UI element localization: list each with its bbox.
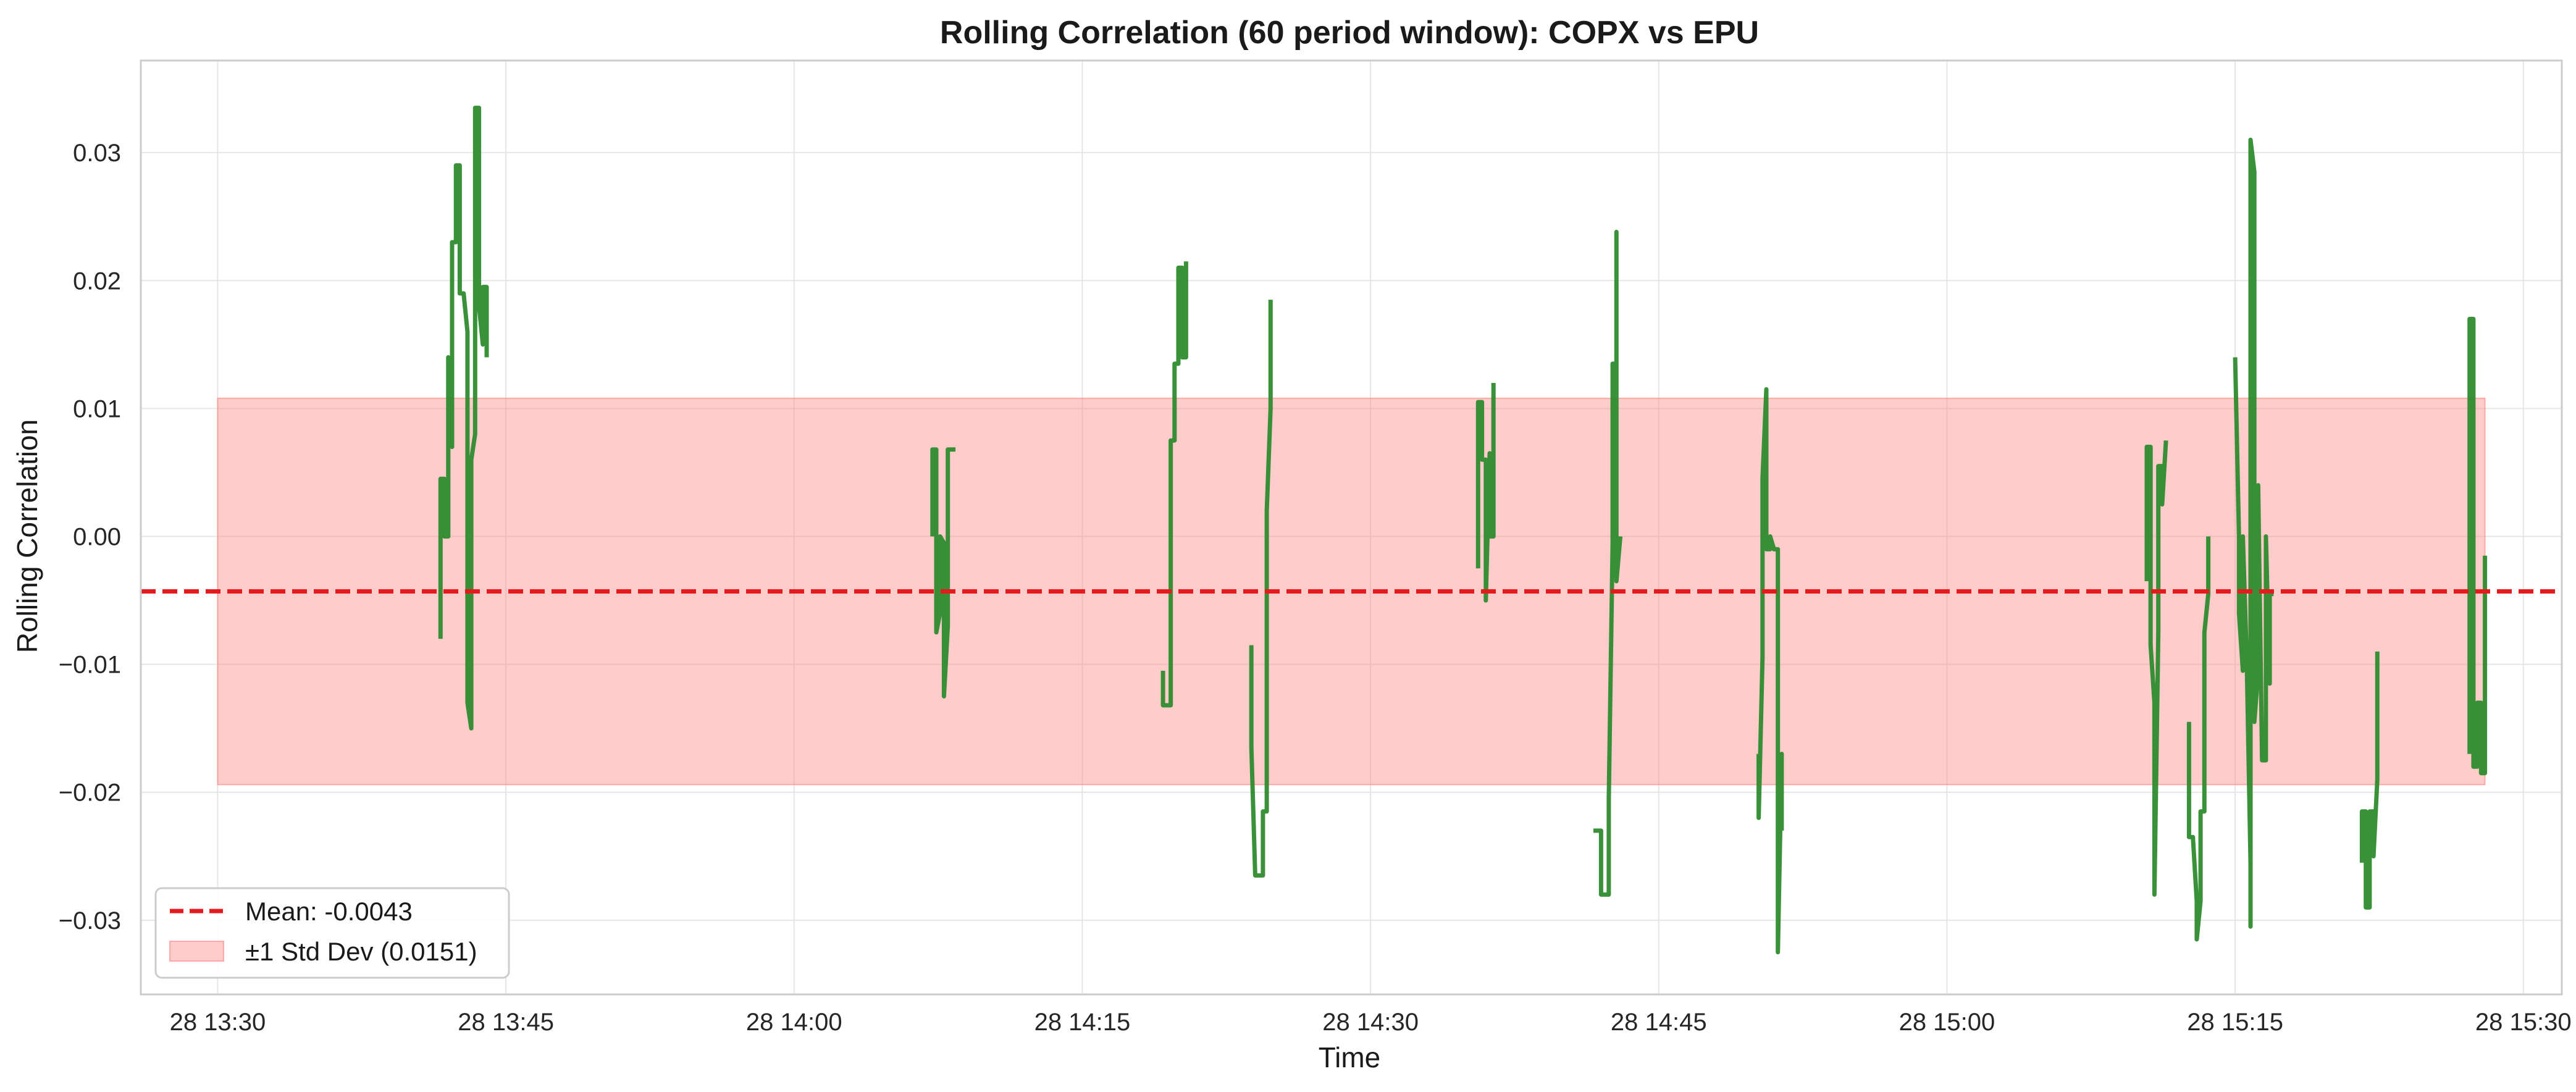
x-tick-label: 28 15:00 <box>1899 1009 1995 1036</box>
x-tick-label: 28 13:45 <box>458 1009 554 1036</box>
series-line-segment <box>1756 387 1784 955</box>
series-line-segment <box>1475 383 1496 603</box>
legend-mean-label: Mean: -0.0043 <box>245 897 413 926</box>
y-tick-label: −0.01 <box>59 652 121 679</box>
y-axis-label: Rolling Correlation <box>11 419 43 653</box>
legend-box <box>154 887 510 979</box>
y-tick-label: 0.00 <box>73 523 121 550</box>
series-line-segment <box>2359 651 2380 910</box>
x-tick-label: 28 14:45 <box>1611 1009 1707 1036</box>
legend-band-label: ±1 Std Dev (0.0151) <box>245 937 477 966</box>
series-line-segment <box>930 447 956 699</box>
series-line-segment <box>1593 230 1623 897</box>
x-axis-ticks: 28 13:30 28 13:45 28 14:00 28 14:15 28 14:30… <box>170 1009 2572 1036</box>
y-tick-label: 0.03 <box>73 140 121 167</box>
series-line-segment <box>2467 316 2488 776</box>
x-tick-label: 28 14:15 <box>1034 1009 1131 1036</box>
x-tick-label: 28 14:30 <box>1322 1009 1419 1036</box>
plot-frame <box>140 59 2563 996</box>
y-axis-ticks: 0.03 0.02 0.01 0.00 −0.01 −0.02 −0.03 <box>59 140 121 934</box>
series-line-segment <box>2186 536 2211 942</box>
x-tick-label: 28 14:00 <box>746 1009 842 1036</box>
x-tick-label: 28 15:30 <box>2475 1009 2572 1036</box>
x-tick-label: 28 13:30 <box>170 1009 266 1036</box>
series-line-segment <box>438 106 489 731</box>
chart-title: Rolling Correlation (60 period window): … <box>940 15 1759 51</box>
series-line-segment <box>1160 261 1188 708</box>
x-axis-label: Time <box>1319 1041 1381 1073</box>
y-tick-label: 0.01 <box>73 395 121 422</box>
y-tick-label: −0.02 <box>59 779 121 807</box>
series-line-segment <box>1249 300 1273 878</box>
y-tick-label: −0.03 <box>59 907 121 934</box>
y-tick-label: 0.02 <box>73 267 121 295</box>
series-line-segment <box>2233 137 2274 929</box>
legend: Mean: -0.0043 ±1 Std Dev (0.0151) <box>154 887 510 979</box>
grid-lines <box>141 61 2562 994</box>
x-tick-label: 28 15:15 <box>2187 1009 2283 1036</box>
legend-band-swatch <box>169 941 224 962</box>
correlation-series <box>438 106 2488 955</box>
series-line-segment <box>2144 440 2168 897</box>
